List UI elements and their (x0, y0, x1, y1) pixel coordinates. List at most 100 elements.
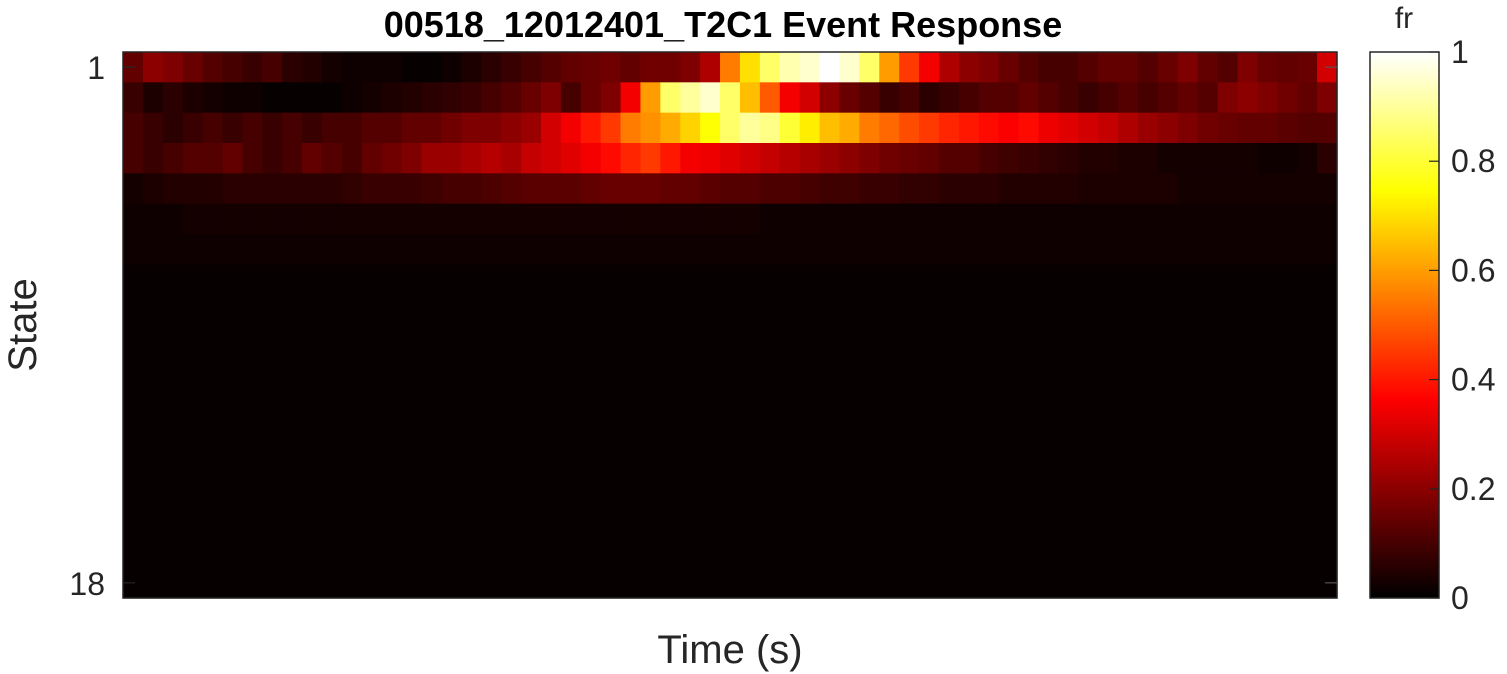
heatmap-cell (501, 476, 522, 508)
plot-frame (122, 51, 1338, 599)
chart-title: 00518_12012401_T2C1 Event Response (384, 4, 1062, 45)
heatmap-cell (1078, 416, 1099, 447)
heatmap-cell (341, 355, 363, 387)
heatmap-cell (1197, 446, 1219, 478)
heatmap-cell (202, 52, 224, 83)
heatmap-cell (1038, 143, 1059, 174)
heatmap-cell (1078, 264, 1099, 296)
heatmap-cell (620, 416, 642, 447)
heatmap-cell (739, 325, 761, 356)
heatmap-cell (421, 234, 443, 265)
heatmap-cell (1098, 507, 1119, 538)
heatmap-cell (242, 112, 263, 144)
heatmap-cell (1177, 507, 1199, 538)
heatmap-cell (1038, 294, 1059, 326)
heatmap-cell (998, 82, 1020, 114)
heatmap-cell (1177, 567, 1199, 599)
heatmap-cell (162, 476, 184, 508)
heatmap-cell (242, 567, 263, 599)
heatmap-cell (322, 507, 343, 538)
heatmap-cell (958, 416, 980, 447)
heatmap-cell (1058, 325, 1079, 356)
heatmap-cell (322, 234, 343, 265)
heatmap-cell (1018, 173, 1040, 205)
heatmap-cell (978, 476, 1000, 508)
heatmap-cell (600, 416, 622, 447)
heatmap-cell (162, 567, 184, 599)
heatmap-cell (700, 325, 721, 356)
heatmap-cell (1197, 507, 1219, 538)
heatmap-cell (1157, 234, 1179, 265)
heatmap-cell (739, 476, 761, 508)
heatmap-cell (879, 355, 900, 387)
heatmap-cell (1257, 294, 1278, 326)
heatmap-cell (600, 52, 622, 83)
heatmap-cell (580, 537, 602, 569)
heatmap-cell (739, 446, 761, 478)
heatmap-cell (779, 52, 801, 83)
heatmap-cell (441, 325, 462, 356)
heatmap-cell (521, 112, 542, 144)
heatmap-cell (202, 203, 224, 235)
heatmap-cell (978, 416, 1000, 447)
heatmap-cell (1018, 567, 1040, 599)
heatmap-cell (222, 52, 244, 83)
heatmap-cell (779, 112, 801, 144)
heatmap-cell (1058, 416, 1079, 447)
heatmap-cell (361, 143, 383, 174)
heatmap-cell (162, 355, 184, 387)
heatmap-cell (322, 416, 343, 447)
heatmap-cell (978, 385, 1000, 417)
heatmap-cell (202, 416, 224, 447)
heatmap-cell (739, 507, 761, 538)
heatmap-cell (1297, 52, 1318, 83)
heatmap-cell (1297, 446, 1318, 478)
heatmap-cell (202, 567, 224, 599)
heatmap-cell (660, 385, 681, 417)
heatmap-cell (600, 234, 622, 265)
heatmap-cell (640, 234, 661, 265)
heatmap-cell (361, 507, 383, 538)
heatmap-cell (580, 234, 602, 265)
heatmap-cell (640, 446, 661, 478)
heatmap-cell (142, 446, 164, 478)
heatmap-cell (1157, 446, 1179, 478)
heatmap-cell (341, 52, 363, 83)
heatmap-cell (1257, 203, 1278, 235)
heatmap-cell (759, 476, 781, 508)
heatmap-cell (1078, 507, 1099, 538)
heatmap-cell (1058, 446, 1079, 478)
heatmap-cell (222, 325, 244, 356)
heatmap-cell (421, 325, 443, 356)
heatmap-cell (1038, 476, 1059, 508)
heatmap-cell (421, 82, 443, 114)
heatmap-cell (799, 355, 821, 387)
heatmap-cell (501, 537, 522, 569)
heatmap-cell (501, 234, 522, 265)
heatmap-cell (222, 264, 244, 296)
heatmap-cell (1197, 264, 1219, 296)
heatmap-cell (759, 416, 781, 447)
heatmap-cell (1058, 537, 1079, 569)
heatmap-cell (361, 385, 383, 417)
heatmap-cell (700, 52, 721, 83)
heatmap-cell (540, 537, 562, 569)
heatmap-cell (1297, 173, 1318, 205)
heatmap-cell (242, 264, 263, 296)
heatmap-cell (501, 416, 522, 447)
heatmap-cell (958, 294, 980, 326)
heatmap-cell (1317, 173, 1338, 205)
heatmap-cell (958, 537, 980, 569)
heatmap-cell (739, 112, 761, 144)
heatmap-cell (142, 112, 164, 144)
heatmap-cell (1217, 476, 1239, 508)
heatmap-cell (799, 385, 821, 417)
heatmap-cell (142, 567, 164, 599)
x-axis-label: Time (s) (657, 628, 802, 672)
heatmap-cell (1058, 355, 1079, 387)
heatmap-cell (919, 143, 940, 174)
heatmap-cell (1038, 385, 1059, 417)
heatmap-cell (899, 355, 920, 387)
heatmap-cell (461, 234, 482, 265)
heatmap-cell (1098, 143, 1119, 174)
